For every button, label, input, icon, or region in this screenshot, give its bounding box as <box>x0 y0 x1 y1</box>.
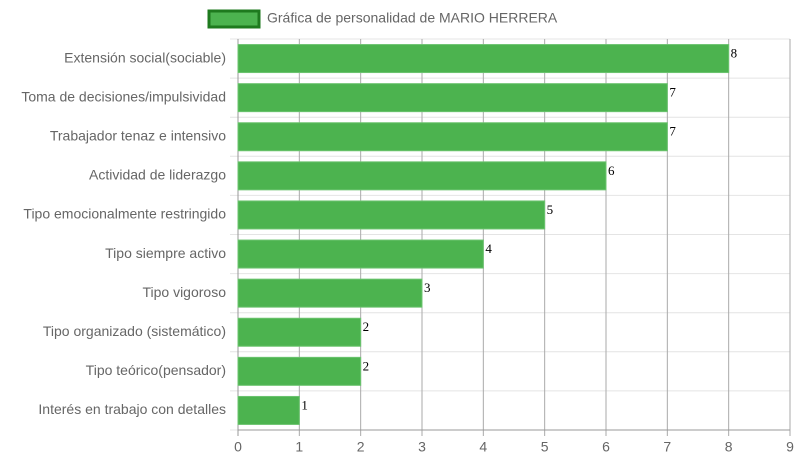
x-tick-label: 0 <box>234 439 242 455</box>
y-tick-label: Actividad de liderazgo <box>89 167 226 183</box>
bar <box>237 356 362 386</box>
legend-label: Gráfica de personalidad de MARIO HERRERA <box>267 10 558 26</box>
value-label: 1 <box>301 397 308 412</box>
y-tick-label: Tipo emocionalmente restringido <box>23 206 226 222</box>
x-tick-label: 9 <box>786 439 794 455</box>
x-tick-label: 1 <box>295 439 303 455</box>
y-tick-label: Tipo siempre activo <box>105 245 226 261</box>
x-tick-label: 2 <box>357 439 365 455</box>
bar <box>237 278 423 308</box>
value-label: 2 <box>363 358 370 373</box>
bar <box>237 44 730 74</box>
value-label: 6 <box>608 163 615 178</box>
bar <box>237 161 607 191</box>
bar <box>237 83 668 113</box>
value-label: 5 <box>547 202 554 217</box>
y-tick-label: Tipo teórico(pensador) <box>86 362 226 378</box>
y-tick-label: Extensión social(sociable) <box>64 49 226 65</box>
legend-swatch <box>207 9 261 29</box>
value-label: 2 <box>363 319 370 334</box>
y-tick-label: Tipo vigoroso <box>142 284 226 300</box>
bar <box>237 317 362 347</box>
bar <box>237 122 668 152</box>
y-tick-label: Toma de decisiones/impulsividad <box>21 88 226 104</box>
bar <box>237 395 300 425</box>
x-tick-label: 7 <box>663 439 671 455</box>
y-tick-label: Trabajador tenaz e intensivo <box>50 127 226 143</box>
x-tick-label: 8 <box>725 439 733 455</box>
x-tick-label: 3 <box>418 439 426 455</box>
x-tick-label: 6 <box>602 439 610 455</box>
x-tick-label: 5 <box>541 439 549 455</box>
value-label: 7 <box>669 85 676 100</box>
value-label: 3 <box>424 280 431 295</box>
y-tick-label: Interés en trabajo con detalles <box>38 401 226 417</box>
y-tick-label: Tipo organizado (sistemático) <box>43 323 226 339</box>
bar <box>237 200 546 230</box>
value-label: 8 <box>731 46 738 61</box>
bar <box>237 239 484 269</box>
value-label: 4 <box>485 241 492 256</box>
x-tick-label: 4 <box>479 439 487 455</box>
value-label: 7 <box>669 124 676 139</box>
